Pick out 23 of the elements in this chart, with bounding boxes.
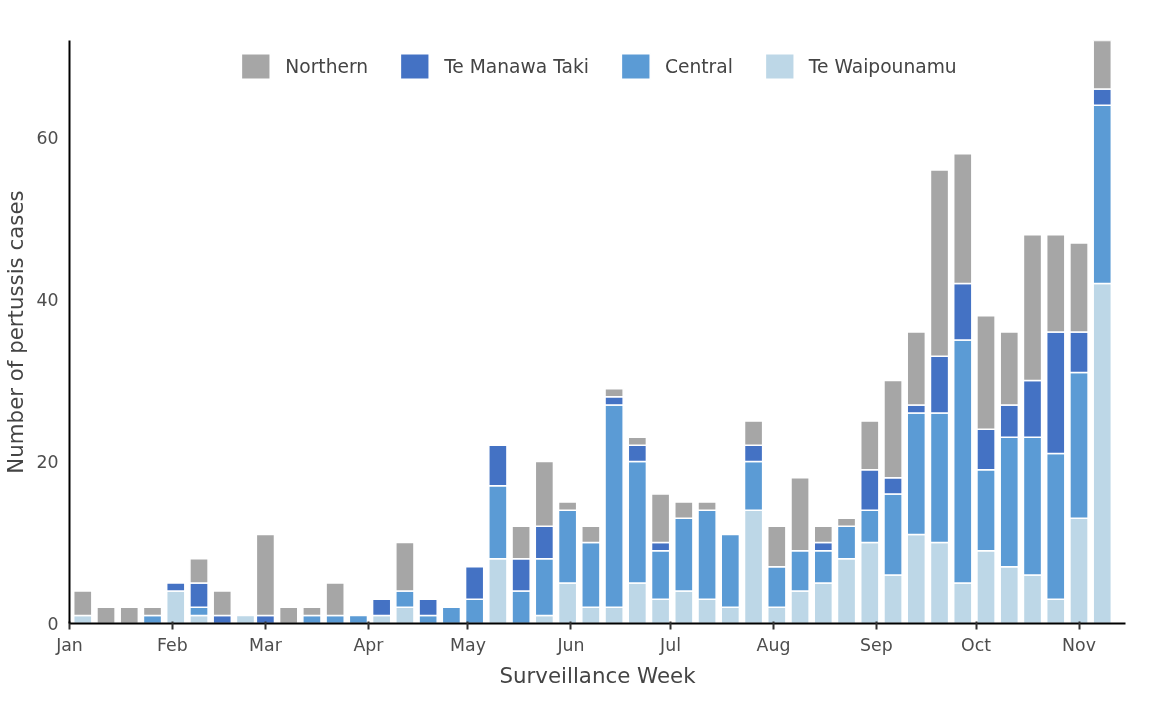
x-axis-title: Surveillance Week xyxy=(499,662,697,688)
x-tick-label: Sep xyxy=(860,634,893,655)
y-tick-label: 0 xyxy=(47,614,59,634)
y-tick-label: 40 xyxy=(36,290,59,311)
x-tick-label: Nov xyxy=(1062,634,1096,655)
y-axis-title: Number of pertussis cases xyxy=(3,190,29,474)
x-tick-label: Mar xyxy=(249,634,283,655)
y-tick-label: 20 xyxy=(36,452,59,473)
x-tick-label: Aug xyxy=(756,634,791,655)
x-tick-label: Feb xyxy=(157,634,188,655)
y-tick-label: 60 xyxy=(36,128,59,149)
legend-label: Central xyxy=(664,55,733,77)
x-tick-label: Apr xyxy=(353,634,385,655)
bar xyxy=(441,606,462,624)
x-tick-label: Jul xyxy=(659,634,682,655)
legend-label: Te Manawa Taki xyxy=(444,55,589,77)
x-tick-label: Jan xyxy=(55,634,83,655)
x-tick-label: Jun xyxy=(556,634,585,655)
legend-label: Northern xyxy=(285,55,369,77)
bar xyxy=(278,606,299,624)
legend-label: Te Waipounamu xyxy=(808,55,957,77)
x-tick-label: May xyxy=(450,634,486,655)
x-tick-label: Oct xyxy=(961,634,992,655)
